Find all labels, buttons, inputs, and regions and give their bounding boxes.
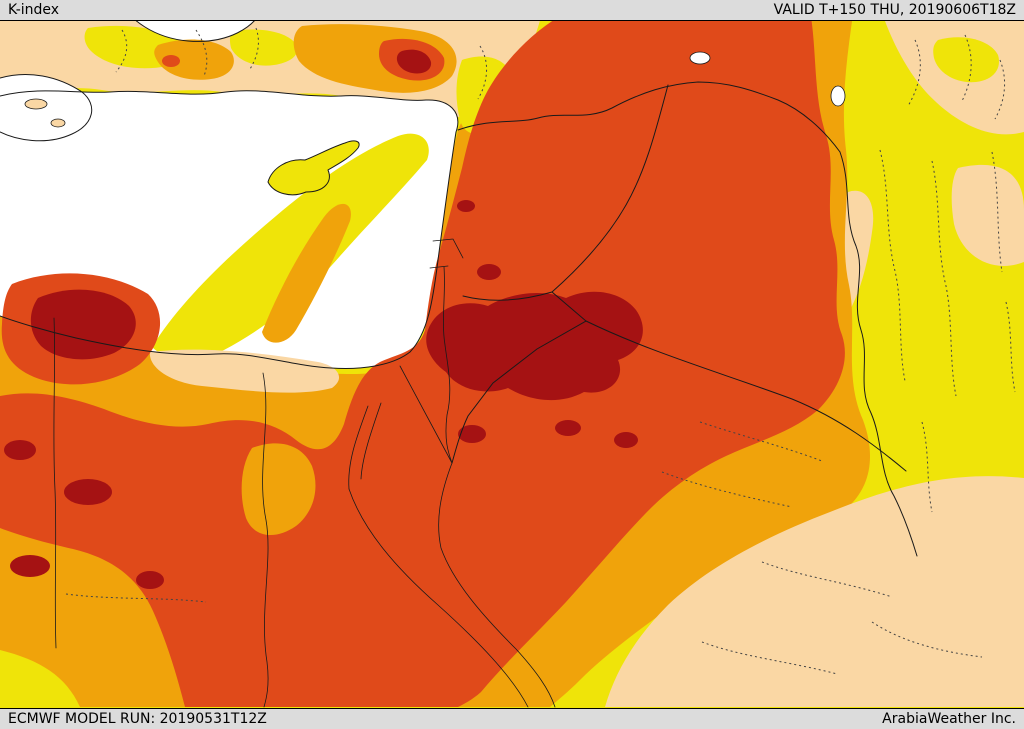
country-borders — [53, 81, 918, 649]
border-iran — [839, 151, 918, 557]
cyprus-island — [267, 140, 360, 196]
dotted-iran-3 — [991, 151, 1003, 273]
dotted-turkey-3 — [115, 29, 128, 73]
yellow-patch-3 — [933, 37, 1000, 83]
model-run-bar: ECMWF MODEL RUN: 20190531T12Z ArabiaWeat… — [0, 708, 1024, 729]
contour-orange-hole-neegypt — [241, 443, 316, 536]
border-egypt-libya — [53, 317, 57, 649]
contour-red-main — [0, 0, 845, 707]
contour-cream-saudi — [605, 476, 1024, 707]
red-sea-east-coast — [438, 462, 556, 708]
dotted-caucasus-1 — [907, 39, 921, 107]
brand-text: ArabiaWeather Inc. — [882, 711, 1016, 727]
dark-dot-south-3 — [614, 432, 638, 448]
dark-dot-wsyria — [457, 200, 475, 212]
dotted-turkey-4 — [477, 45, 487, 100]
aegean-island-2 — [50, 118, 66, 128]
dark-red-maxima-levant — [426, 200, 643, 448]
dark-dot-egypt-1 — [4, 440, 36, 460]
lake-van — [689, 51, 711, 65]
border-lebanon-syria — [432, 238, 464, 259]
red-sea-west-coast — [348, 488, 529, 708]
dotted-saudi-5 — [871, 621, 983, 658]
aegean-coastline — [0, 73, 93, 142]
contour-blobs-turkey — [154, 24, 457, 93]
dotted-iran-4 — [921, 421, 933, 513]
dotted-iran-2 — [931, 160, 957, 397]
dark-dot-syria — [477, 264, 501, 280]
dotted-caucasus-2 — [961, 34, 972, 102]
border-egypt-israel — [399, 365, 453, 464]
dotted-egypt-1 — [65, 593, 207, 603]
model-run-text: ECMWF MODEL RUN: 20190531T12Z — [8, 711, 267, 727]
dotted-saudi-2 — [661, 471, 793, 508]
border-iraq-saudi — [585, 320, 907, 472]
border-israel-lebanon — [429, 265, 449, 269]
dotted-caucasus-3 — [994, 59, 1006, 120]
dotted-saudi-3 — [761, 561, 893, 598]
dark-dot-egypt-2 — [64, 479, 112, 505]
orange-blob-turkey-west — [154, 39, 234, 80]
title-bar: K-index VALID T+150 THU, 20190606T18Z — [0, 0, 1024, 21]
red-dot-turkey-west — [162, 55, 180, 67]
province-borders-dotted — [65, 27, 1016, 675]
dotted-iran-1 — [879, 149, 906, 382]
yellow-patch-2 — [229, 29, 298, 66]
contour-cream-right — [951, 164, 1024, 266]
dark-dot-egypt-4 — [136, 571, 164, 589]
dark-red-core-libya — [30, 289, 136, 360]
border-jordan-saudi-zigzag — [451, 291, 587, 464]
mediterranean-coastline — [0, 90, 459, 369]
border-turkey-syria-iraq — [457, 81, 841, 153]
gulf-of-suez-west-coast — [348, 405, 369, 490]
border-israel-jordan — [443, 266, 453, 464]
dotted-iran-5 — [1005, 301, 1016, 393]
nile-river — [262, 372, 269, 708]
contour-yellow-patches-turkey — [84, 25, 1000, 83]
lake-urmia — [830, 85, 846, 107]
aegean-island-1 — [24, 98, 48, 110]
dark-dot-egypt-3 — [10, 555, 50, 577]
dark-red-maxima-egypt — [4, 440, 164, 589]
gulf-of-suez-east-coast — [360, 402, 382, 480]
dark-red-core-jordan — [426, 291, 643, 401]
contour-cream-egypt-coast — [149, 349, 340, 393]
parameter-title: K-index — [8, 2, 60, 18]
dark-core-turkey-central — [396, 49, 432, 74]
border-syria-jordan — [462, 291, 553, 301]
coastlines — [0, 0, 556, 708]
dotted-turkey-2 — [249, 27, 259, 70]
border-syria-iraq — [551, 84, 669, 293]
dark-dot-south-2 — [555, 420, 581, 436]
contour-orange-band-sea — [262, 203, 351, 343]
dark-dot-south-1 — [458, 425, 486, 443]
contour-yellow-band-sea — [152, 133, 429, 358]
validity-text: VALID T+150 THU, 20190606T18Z — [773, 2, 1016, 18]
